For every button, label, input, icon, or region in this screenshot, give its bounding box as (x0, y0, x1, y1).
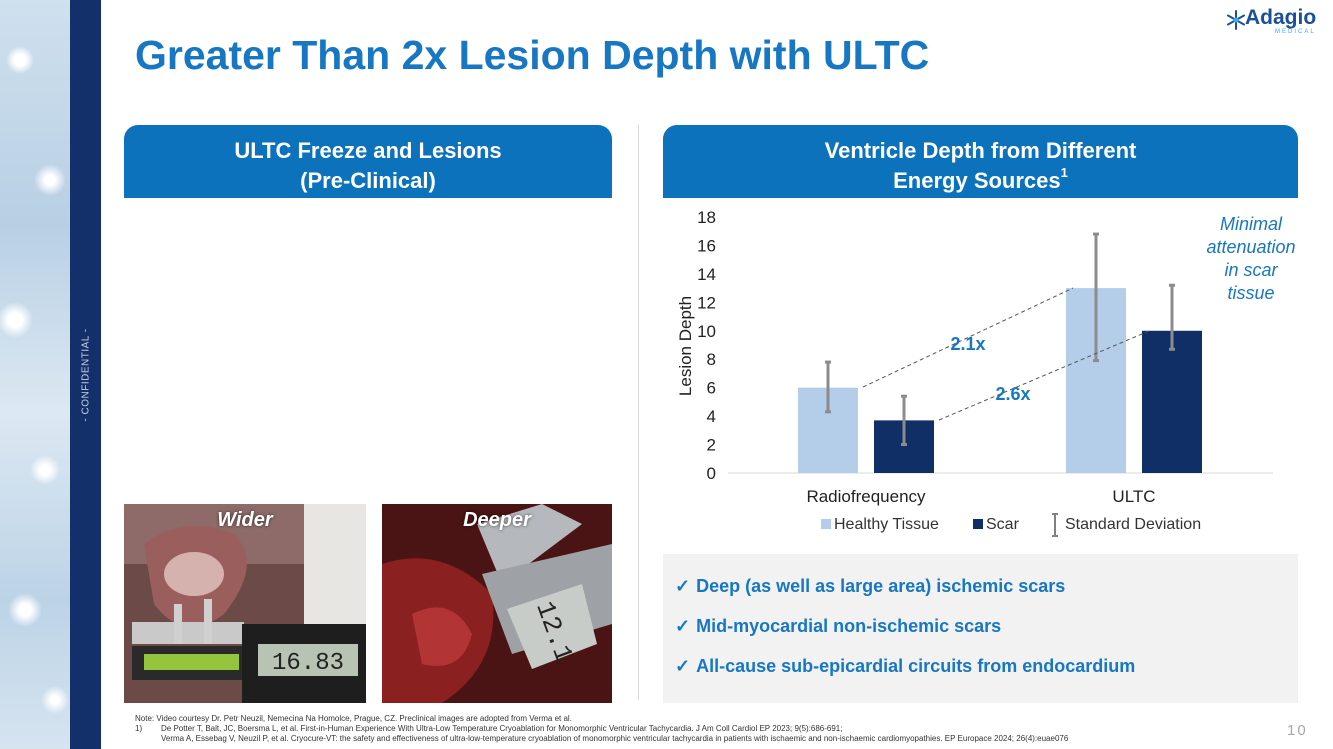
y-tick-label: 14 (697, 265, 716, 284)
legend-label-scar: Scar (986, 516, 1020, 533)
panel-divider (638, 125, 639, 700)
company-logo: Adagio MEDICAL (1226, 6, 1326, 38)
side-bar (70, 0, 101, 749)
svg-text:16.83: 16.83 (272, 650, 344, 677)
chart-legend: Healthy Tissue Scar Standard Deviation (821, 513, 1201, 537)
bullet-text: All-cause sub-epicardial circuits from e… (696, 656, 1136, 676)
confidential-label: - CONFIDENTIAL - (80, 328, 92, 422)
y-tick-label: 18 (697, 208, 716, 227)
error-bars-group (825, 232, 1175, 447)
error-bar (1093, 232, 1099, 363)
checkmark-icon: ✓ (675, 656, 691, 676)
bullet-item: ✓ All-cause sub-epicardial circuits from … (675, 656, 1135, 677)
right-header-line2-text: Energy Sources (893, 168, 1061, 193)
y-tick-label: 0 (707, 464, 716, 483)
callout-line-1: Minimal (1220, 214, 1283, 234)
caliper-photo-wider: 16.83 (124, 504, 366, 703)
y-tick-label: 4 (707, 407, 716, 426)
y-axis: 0 2 4 6 8 10 12 14 16 18 (697, 208, 716, 483)
checkmark-icon: ✓ (675, 576, 691, 596)
frost-background (0, 0, 70, 749)
y-tick-label: 6 (707, 379, 716, 398)
logo-wordmark: Adagio (1245, 6, 1317, 29)
legend-error-bar-icon (1052, 513, 1058, 537)
photo-deeper-lesion: 12.1 Deeper (382, 504, 612, 703)
footnote-ref-1-text: De Potter T, Balt, JC, Boersma L, et al.… (161, 724, 843, 733)
x-categories: Radiofrequency ULTC (806, 487, 1155, 506)
left-header-line1: ULTC Freeze and Lesions (234, 138, 502, 163)
bullet-text: Mid-myocardial non-ischemic scars (696, 616, 1002, 636)
footnote-ref-1: 1) De Potter T, Balt, JC, Boersma L, et a… (135, 724, 1275, 734)
ratio-annotations: 2.1x 2.6x (862, 287, 1150, 421)
left-header-line2: (Pre-Clinical) (300, 168, 436, 193)
y-tick-label: 10 (697, 322, 716, 341)
y-tick-label: 2 (707, 436, 716, 455)
footnote-note: Note: Video courtesy Dr. Petr Neuzil, Ne… (135, 714, 572, 723)
callout-line-4: tissue (1227, 283, 1274, 303)
y-tick-label: 8 (707, 350, 716, 369)
y-tick-label: 16 (697, 236, 716, 255)
ratio-label-healthy: 2.1x (950, 334, 985, 354)
logo-subtitle: MEDICAL (1275, 29, 1316, 35)
callout-minimal-attenuation: Minimal attenuation in scar tissue (1206, 214, 1295, 303)
y-axis-label: Lesion Depth (676, 296, 695, 396)
error-bar (901, 394, 907, 447)
x-category-label: Radiofrequency (806, 487, 926, 506)
bullets-box: ✓ Deep (as well as large area) ischemic s… (663, 554, 1298, 703)
bars-group (798, 288, 1202, 473)
bullet-item: ✓ Mid-myocardial non-ischemic scars (675, 616, 1001, 637)
right-panel-header: Ventricle Depth from Different Energy So… (663, 125, 1298, 198)
right-header-line1: Ventricle Depth from Different (824, 138, 1137, 163)
ratio-label-scar: 2.6x (995, 384, 1030, 404)
photo-label-deeper: Deeper (463, 509, 531, 531)
page-number: 10 (1287, 722, 1308, 739)
slide-title: Greater Than 2x Lesion Depth with ULTC (135, 32, 930, 78)
ratio-line-healthy (862, 287, 1074, 388)
right-header-line2: Energy Sources1 (663, 166, 1298, 196)
photo-wider-lesion: 16.83 Wider (124, 504, 366, 703)
error-bar (1169, 283, 1175, 351)
x-category-label: ULTC (1112, 487, 1155, 506)
legend-label-std-dev: Standard Deviation (1065, 516, 1201, 533)
lesion-depth-chart: 0 2 4 6 8 10 12 14 16 18 Lesion Depth Radiofreque… (676, 208, 1296, 537)
bullet-item: ✓ Deep (as well as large area) ischemic s… (675, 576, 1065, 597)
footnote-ref-2: Verma A, Essebag V, Neuzil P, et al. Cry… (161, 734, 1069, 743)
callout-line-3: in scar (1224, 260, 1278, 280)
footnote-ref-1: 1 (1060, 165, 1068, 180)
snowflake-icon (1227, 10, 1245, 30)
callout-line-2: attenuation (1206, 237, 1295, 257)
caliper-photo-deeper: 12.1 (382, 504, 612, 703)
bullet-text: Deep (as well as large area) ischemic sc… (696, 576, 1066, 596)
footnote-number: 1) (135, 724, 143, 733)
footnotes: Note: Video courtesy Dr. Petr Neuzil, Ne… (135, 714, 1275, 744)
checkmark-icon: ✓ (675, 616, 691, 636)
photo-label-wider: Wider (217, 509, 273, 531)
error-bar (825, 360, 831, 414)
y-tick-label: 12 (697, 293, 716, 312)
left-panel-header: ULTC Freeze and Lesions (Pre-Clinical) (124, 125, 612, 198)
bar-scar (1142, 330, 1202, 473)
legend-swatch-healthy (821, 519, 831, 529)
ratio-line-scar (938, 330, 1150, 421)
legend-swatch-scar (973, 519, 983, 529)
legend-label-healthy: Healthy Tissue (834, 516, 939, 533)
